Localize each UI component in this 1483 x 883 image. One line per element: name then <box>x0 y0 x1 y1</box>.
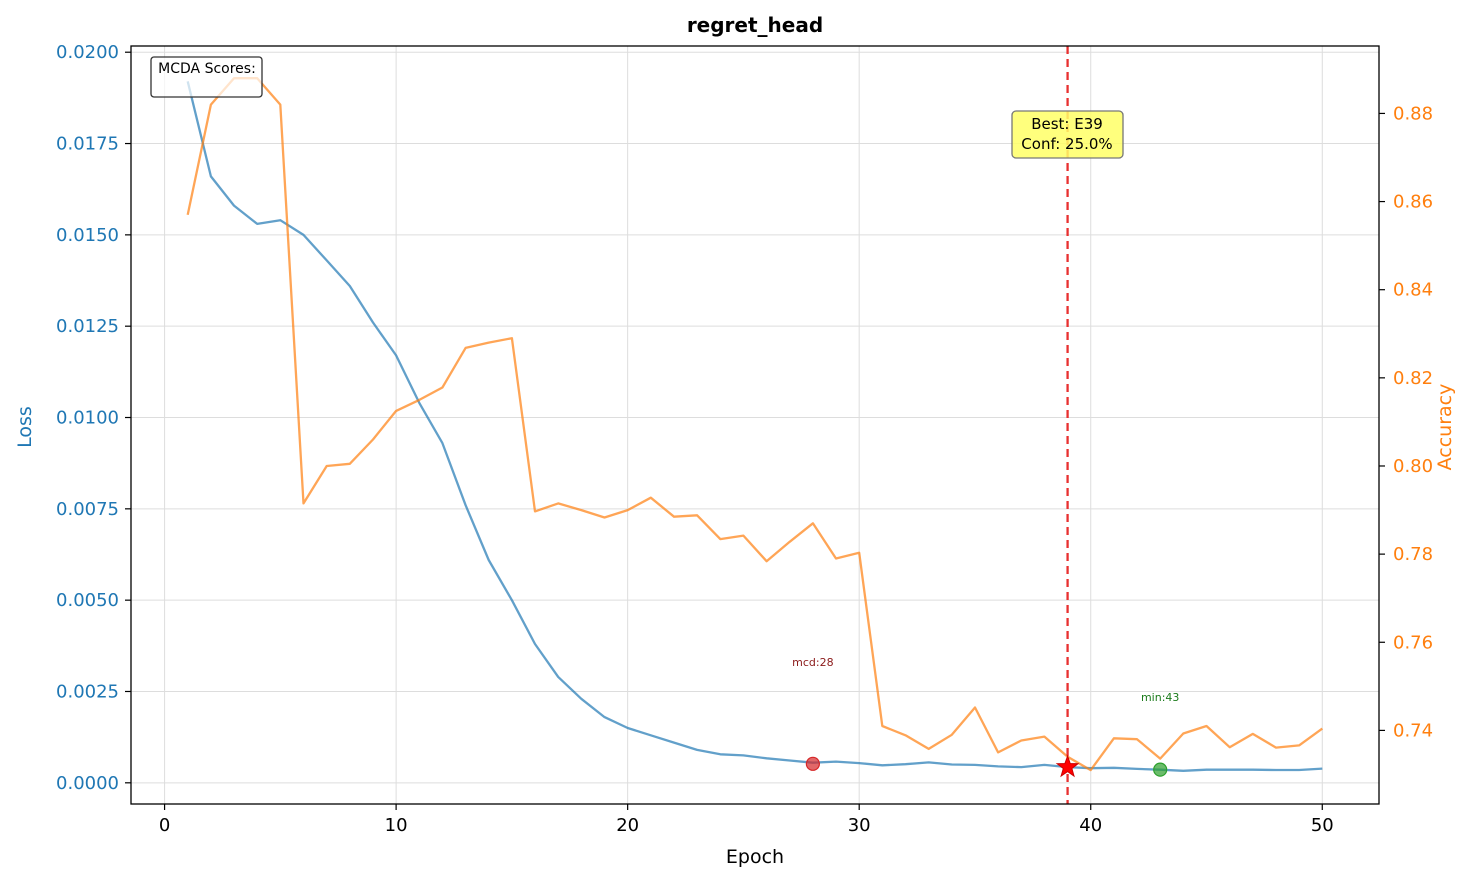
y-tick-label: 0.0050 <box>56 590 119 611</box>
y-tick-label: 0.0100 <box>56 408 119 429</box>
y-right-tick-label: 0.82 <box>1393 368 1433 389</box>
y-axis-label: Loss <box>14 406 36 448</box>
best-epoch-star-marker <box>1055 754 1080 778</box>
y-right-axis-label: Accuracy <box>1434 384 1456 471</box>
mcd-marker-label: mcd:28 <box>792 656 833 669</box>
overlay-layer: mcd:28 min:43 <box>792 46 1179 804</box>
y-tick-label: 0.0000 <box>56 773 119 794</box>
mcd-marker <box>805 756 820 771</box>
min-marker-label: min:43 <box>1141 691 1179 704</box>
best-conf-label: Conf: 25.0% <box>1021 135 1112 153</box>
x-tick-label: 0 <box>159 815 170 836</box>
loss-line <box>186 81 1323 772</box>
plot-frame <box>130 45 1380 805</box>
y-tick-label: 0.0175 <box>56 134 119 155</box>
x-axis-label: Epoch <box>726 846 784 868</box>
best-epoch-label: Best: E39 <box>1031 115 1103 133</box>
mcda-scores-box: MCDA Scores: <box>150 56 263 98</box>
x-tick-label: 40 <box>1079 815 1102 836</box>
x-tick-label: 30 <box>848 815 871 836</box>
y-tick-label: 0.0125 <box>56 316 119 337</box>
mcda-scores-label: MCDA Scores: <box>158 61 256 77</box>
y-tick-label: 0.0200 <box>56 42 119 63</box>
y-right-tick-label: 0.84 <box>1393 280 1433 301</box>
y-right-tick-label: 0.80 <box>1393 456 1433 477</box>
chart-title: regret_head <box>687 13 823 37</box>
x-tick-label: 20 <box>616 815 639 836</box>
x-tick-label: 50 <box>1311 815 1334 836</box>
grid <box>131 46 1379 804</box>
y-right-tick-label: 0.74 <box>1393 720 1433 741</box>
series-layer <box>186 77 1323 772</box>
y-tick-label: 0.0075 <box>56 499 119 520</box>
min-marker <box>1153 762 1168 777</box>
y-right-tick-label: 0.78 <box>1393 544 1433 565</box>
y-right-tick-label: 0.86 <box>1393 192 1433 213</box>
y-right-tick-label: 0.76 <box>1393 632 1433 653</box>
y-tick-label: 0.0150 <box>56 225 119 246</box>
y-right-tick-label: 0.88 <box>1393 103 1433 124</box>
accuracy-line <box>186 77 1323 772</box>
best-epoch-box: Best: E39 Conf: 25.0% <box>1011 110 1124 159</box>
x-tick-label: 10 <box>385 815 408 836</box>
ticks: 0 10 20 30 40 50 0.0000 0.0025 0.0050 0.0075 0.010… <box>56 42 1433 836</box>
y-tick-label: 0.0025 <box>56 681 119 702</box>
